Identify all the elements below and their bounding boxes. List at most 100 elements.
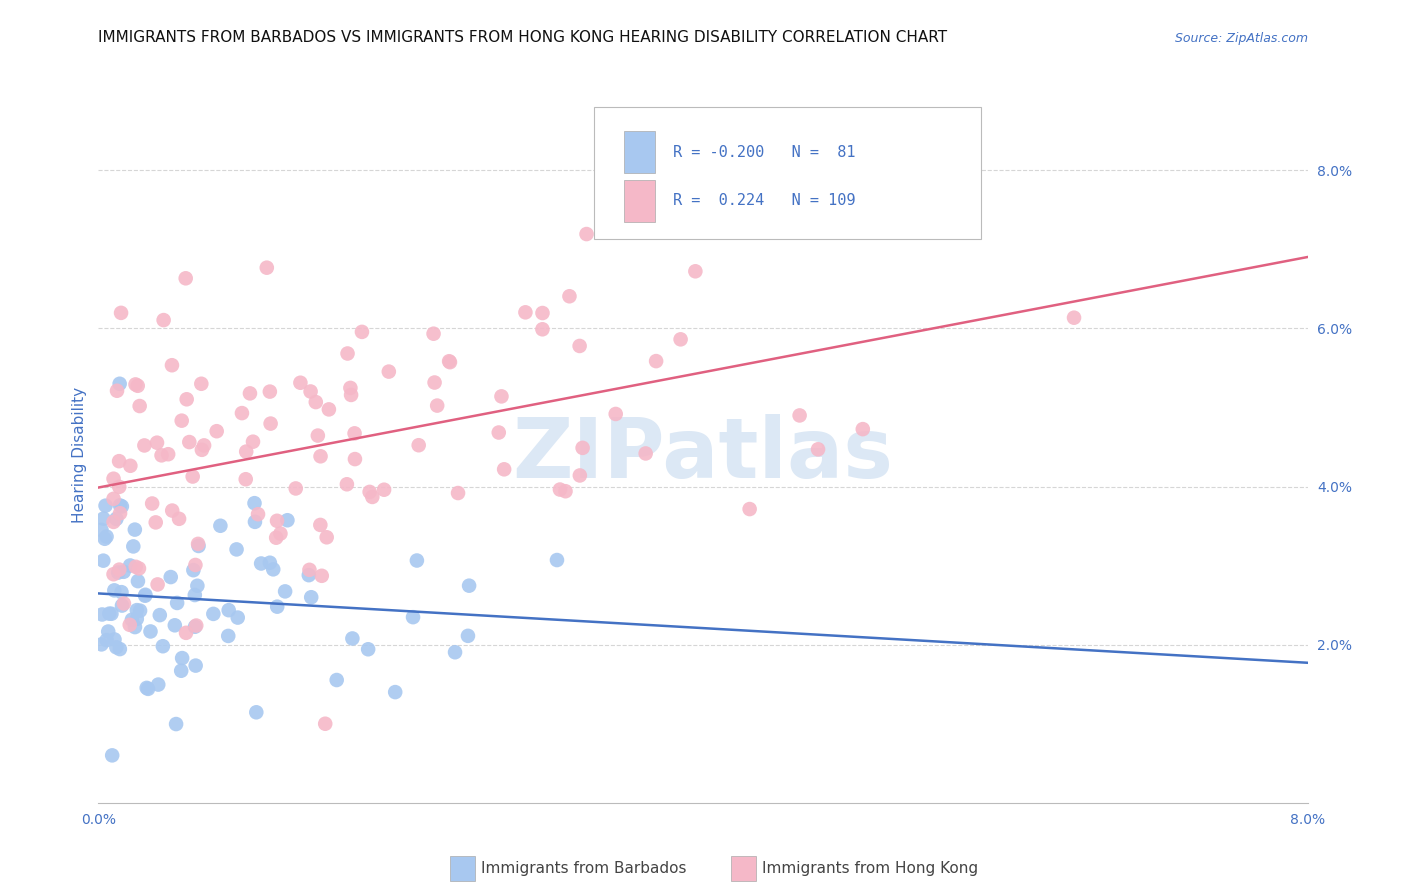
- Point: [531, 306, 554, 320]
- Point: [217, 629, 239, 643]
- Point: [426, 399, 449, 413]
- Point: [290, 376, 312, 390]
- Text: Source: ZipAtlas.com: Source: ZipAtlas.com: [1174, 31, 1308, 45]
- Point: [107, 566, 129, 580]
- Point: [245, 706, 267, 720]
- Point: [183, 563, 205, 577]
- Point: [299, 591, 322, 605]
- Point: [108, 563, 131, 577]
- Point: [235, 444, 257, 458]
- Point: [671, 202, 693, 217]
- Point: [247, 507, 270, 521]
- Point: [186, 579, 208, 593]
- Point: [148, 677, 170, 691]
- Point: [262, 562, 284, 576]
- Point: [373, 483, 395, 497]
- Point: [256, 260, 278, 275]
- Point: [266, 514, 288, 528]
- Point: [226, 610, 249, 624]
- Point: [105, 512, 128, 526]
- Point: [408, 438, 430, 452]
- Point: [128, 561, 150, 575]
- Point: [218, 603, 240, 617]
- Point: [259, 384, 281, 399]
- Point: [422, 326, 444, 341]
- Point: [336, 346, 359, 360]
- Point: [274, 584, 297, 599]
- Bar: [624, 180, 655, 222]
- Point: [343, 426, 366, 441]
- Point: [315, 530, 337, 544]
- Point: [264, 531, 287, 545]
- Point: [134, 588, 156, 602]
- Point: [108, 376, 131, 391]
- Point: [157, 447, 180, 461]
- Point: [179, 435, 201, 450]
- Point: [146, 435, 169, 450]
- Text: Immigrants from Hong Kong: Immigrants from Hong Kong: [762, 862, 979, 876]
- Point: [190, 376, 212, 391]
- Point: [139, 624, 162, 639]
- Point: [269, 526, 291, 541]
- Point: [174, 625, 197, 640]
- Point: [103, 632, 125, 647]
- Point: [554, 484, 576, 499]
- Point: [738, 502, 761, 516]
- Bar: [624, 131, 655, 173]
- Point: [305, 395, 328, 409]
- Point: [108, 480, 131, 494]
- Point: [243, 515, 266, 529]
- Point: [669, 332, 692, 346]
- Point: [94, 532, 117, 546]
- Point: [96, 530, 118, 544]
- Point: [100, 607, 122, 621]
- Point: [318, 402, 340, 417]
- Point: [239, 386, 262, 401]
- Point: [187, 539, 209, 553]
- Point: [444, 645, 467, 659]
- Point: [108, 642, 131, 657]
- Point: [160, 503, 183, 517]
- Point: [112, 565, 135, 579]
- Point: [93, 511, 115, 525]
- Point: [299, 384, 322, 399]
- Point: [266, 599, 288, 614]
- Point: [488, 425, 510, 440]
- Point: [259, 556, 281, 570]
- Point: [129, 604, 152, 618]
- Point: [101, 748, 124, 763]
- Point: [634, 446, 657, 460]
- Point: [174, 271, 197, 285]
- Point: [120, 558, 142, 573]
- Point: [193, 438, 215, 452]
- Text: IMMIGRANTS FROM BARBADOS VS IMMIGRANTS FROM HONG KONG HEARING DISABILITY CORRELA: IMMIGRANTS FROM BARBADOS VS IMMIGRANTS F…: [98, 29, 948, 45]
- Point: [170, 664, 193, 678]
- Point: [166, 596, 188, 610]
- Point: [108, 506, 131, 520]
- Point: [311, 569, 333, 583]
- Point: [120, 458, 142, 473]
- Point: [439, 355, 461, 369]
- Point: [91, 554, 114, 568]
- Point: [235, 472, 257, 486]
- Point: [205, 424, 228, 438]
- Point: [91, 607, 114, 622]
- Point: [150, 448, 173, 462]
- Point: [605, 407, 627, 421]
- Text: R = -0.200   N =  81: R = -0.200 N = 81: [673, 145, 855, 160]
- Point: [103, 567, 125, 582]
- Point: [191, 442, 214, 457]
- Point: [124, 377, 146, 392]
- Point: [149, 608, 172, 623]
- Point: [152, 313, 174, 327]
- Point: [184, 658, 207, 673]
- Point: [134, 438, 156, 452]
- Point: [125, 603, 148, 617]
- Point: [515, 305, 537, 319]
- Point: [531, 322, 554, 336]
- Point: [568, 468, 591, 483]
- Point: [209, 518, 232, 533]
- Point: [103, 472, 125, 486]
- Point: [145, 516, 167, 530]
- Point: [1063, 310, 1085, 325]
